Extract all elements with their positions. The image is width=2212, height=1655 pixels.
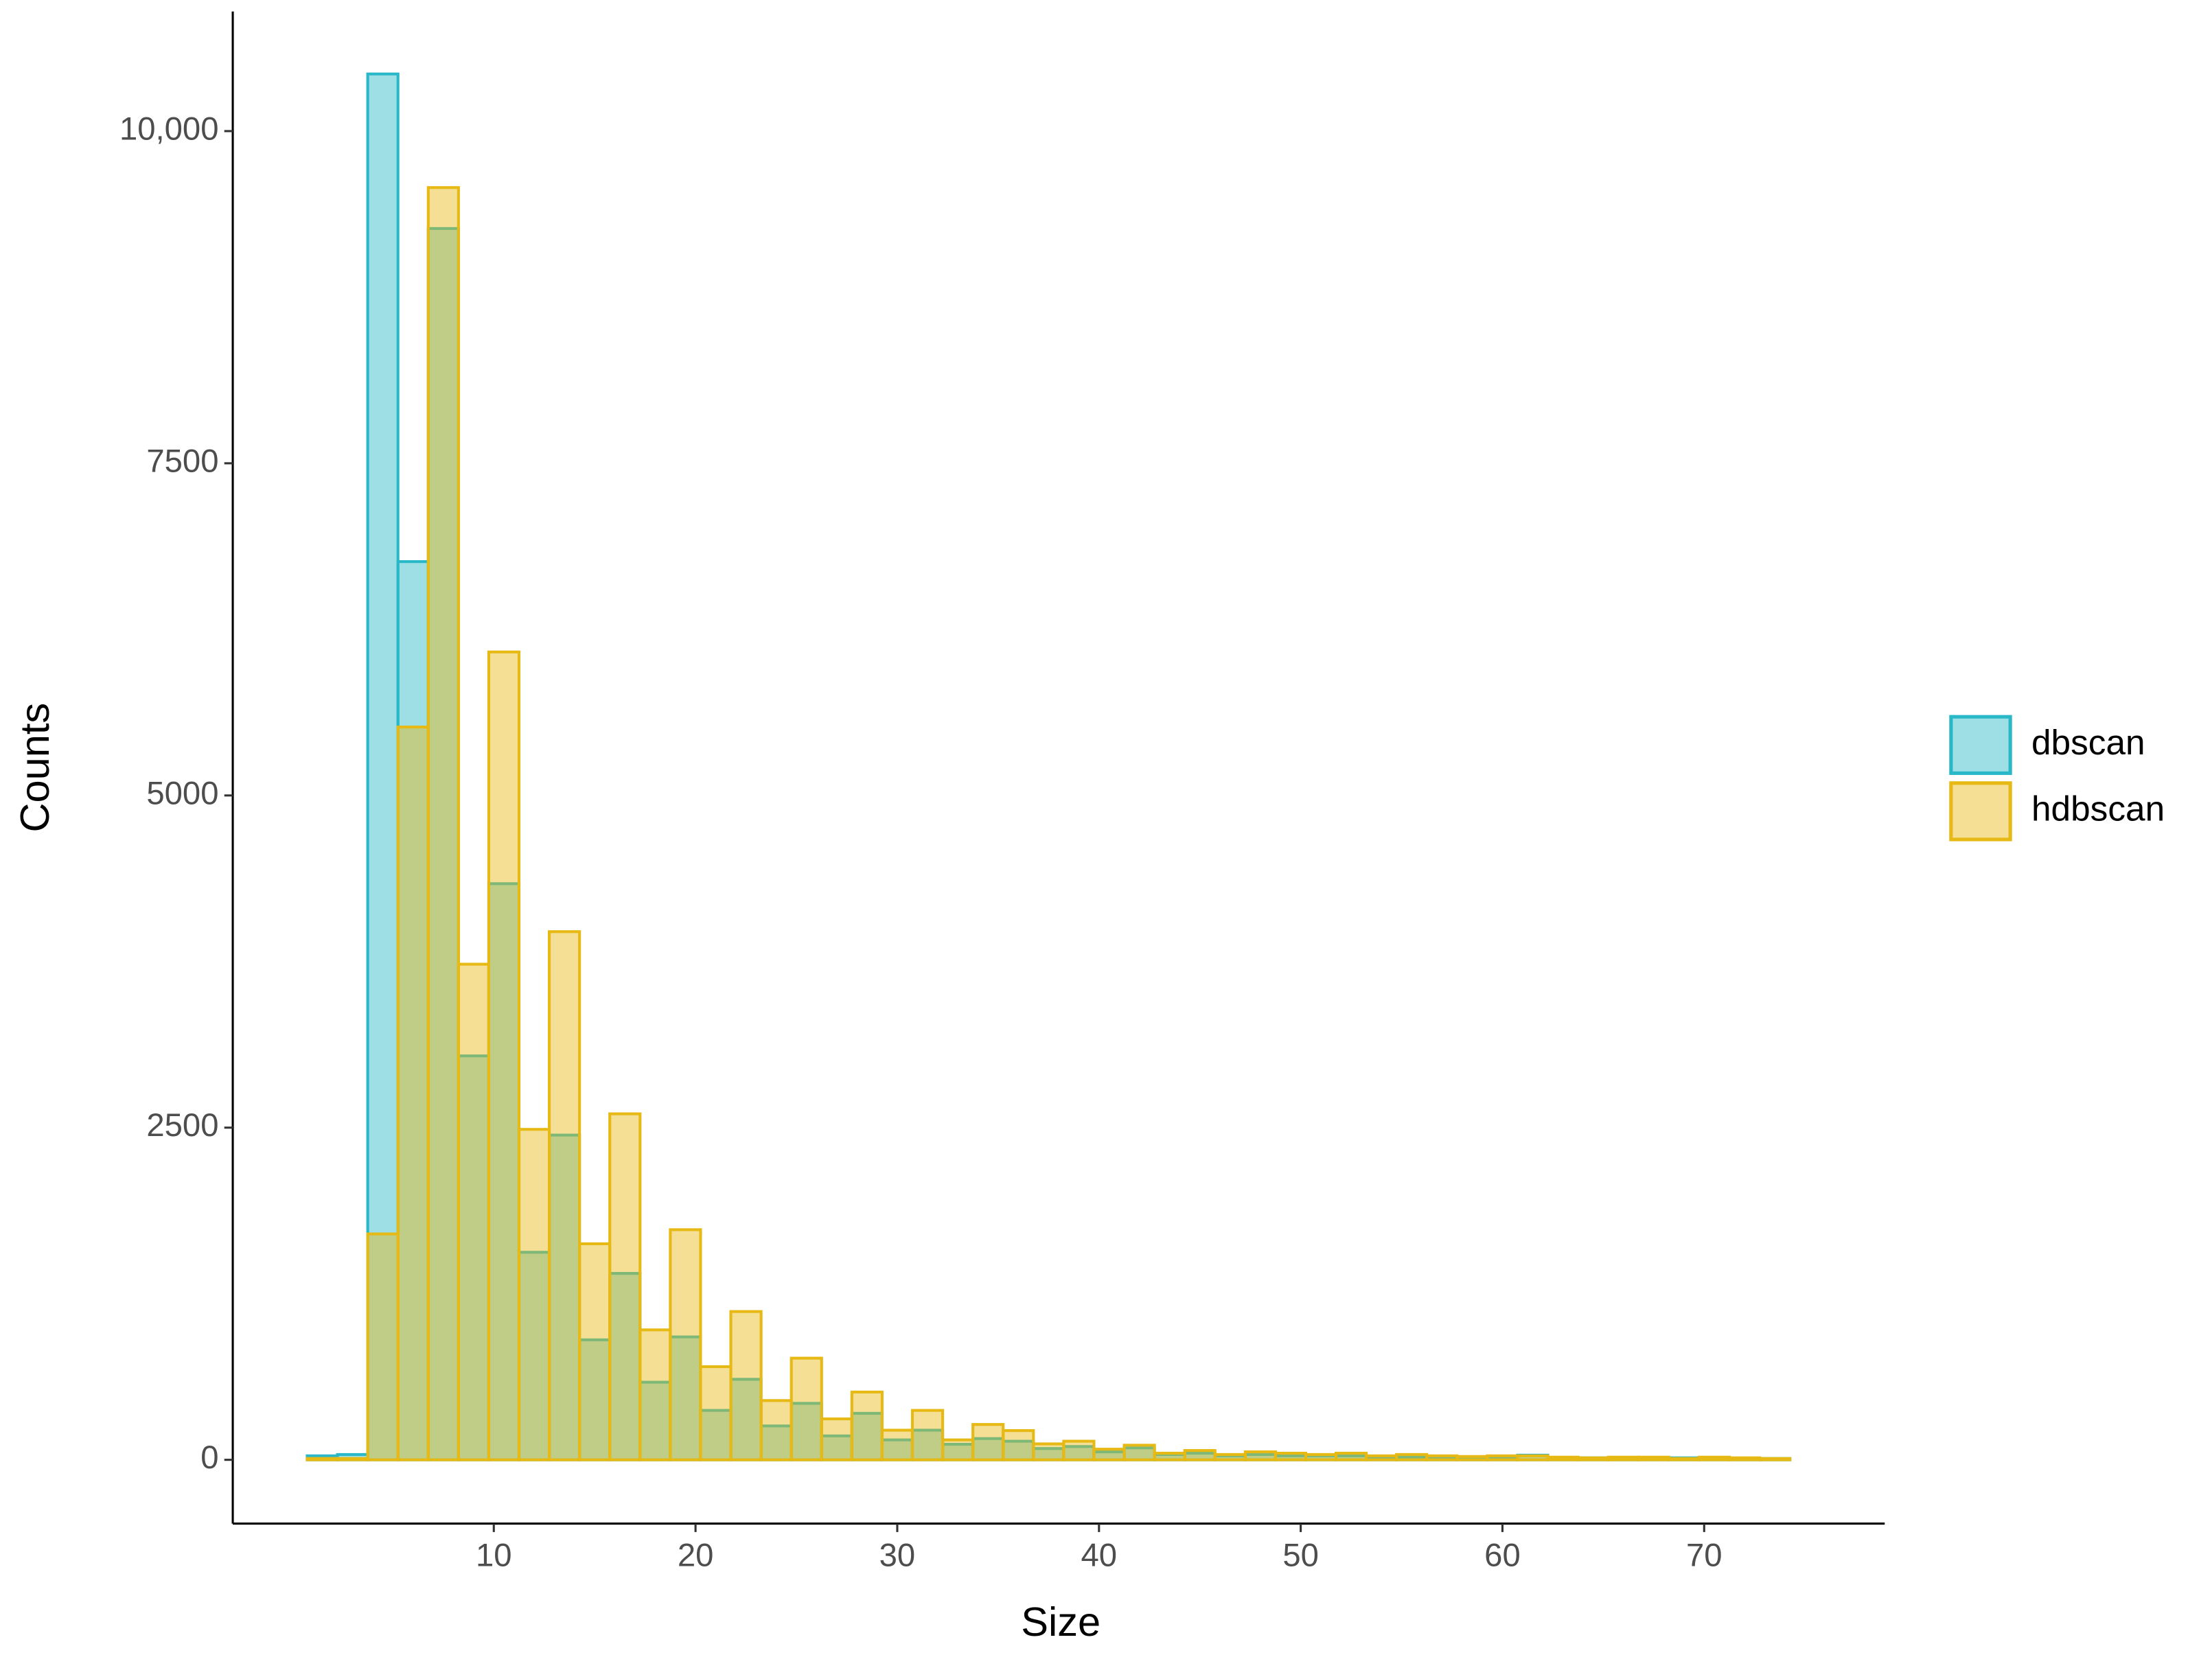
bar	[1606, 1455, 1640, 1461]
bar	[1334, 1451, 1368, 1461]
bar	[608, 1112, 642, 1461]
bar	[517, 1128, 551, 1461]
x-tick-label: 20	[678, 1537, 714, 1573]
legend-swatch	[1949, 781, 2012, 842]
bar	[1365, 1454, 1398, 1461]
bar	[336, 1457, 369, 1461]
bar	[729, 1310, 763, 1461]
x-axis-title: Size	[1021, 1599, 1101, 1645]
bar	[1274, 1451, 1308, 1461]
bar	[910, 1409, 945, 1461]
y-tick-label: 2500	[146, 1107, 218, 1144]
bar	[1455, 1455, 1489, 1461]
bar	[1727, 1456, 1762, 1461]
bar	[1213, 1453, 1247, 1461]
x-tick-label: 60	[1484, 1537, 1521, 1573]
bar	[1486, 1454, 1519, 1461]
bar	[1243, 1450, 1277, 1461]
bar	[578, 1242, 612, 1461]
bar	[1667, 1457, 1701, 1461]
bar	[1002, 1439, 1035, 1461]
x-tick-label: 50	[1282, 1537, 1319, 1573]
bar	[1304, 1453, 1338, 1461]
bar	[487, 650, 521, 1461]
bar	[971, 1423, 1005, 1461]
bar	[1395, 1453, 1429, 1461]
bar	[1546, 1455, 1580, 1461]
bar	[1092, 1448, 1126, 1461]
bar	[366, 1232, 400, 1461]
y-tick-label: 10,000	[119, 111, 219, 147]
bar	[1062, 1439, 1096, 1461]
y-axis-title: Counts	[12, 703, 58, 833]
bar	[1002, 1429, 1035, 1461]
bar	[820, 1417, 853, 1461]
bar	[457, 962, 490, 1461]
bar	[699, 1365, 733, 1461]
legend-label: dbscan	[2031, 722, 2145, 762]
legend-label: hdbscan	[2031, 788, 2165, 828]
bar	[1183, 1449, 1217, 1461]
y-tick-label: 0	[200, 1439, 218, 1476]
bar	[790, 1402, 823, 1461]
y-tick-label: 5000	[146, 775, 218, 811]
bar	[1637, 1455, 1670, 1461]
x-tick-label: 70	[1686, 1537, 1723, 1573]
bar	[396, 726, 430, 1461]
bar	[850, 1390, 884, 1461]
bar	[790, 1356, 823, 1461]
x-tick-label: 40	[1081, 1537, 1118, 1573]
bar	[426, 186, 460, 1461]
legend-swatch	[1949, 715, 2012, 775]
bar	[1697, 1455, 1731, 1461]
x-tick-label: 30	[879, 1537, 916, 1573]
bar	[1425, 1454, 1459, 1461]
bar	[669, 1228, 702, 1461]
bar	[1032, 1442, 1065, 1461]
y-tick-label: 7500	[146, 443, 218, 479]
bar	[548, 930, 581, 1461]
bar	[1516, 1454, 1549, 1461]
bar	[880, 1428, 914, 1461]
bar	[910, 1428, 945, 1461]
bar	[759, 1399, 793, 1461]
bar	[306, 1457, 339, 1461]
bar	[1122, 1444, 1156, 1461]
bar	[1153, 1451, 1186, 1461]
bar	[638, 1328, 672, 1461]
x-tick-label: 10	[476, 1537, 512, 1573]
bar	[1758, 1457, 1792, 1461]
bar	[1576, 1456, 1610, 1461]
bar	[941, 1438, 975, 1461]
